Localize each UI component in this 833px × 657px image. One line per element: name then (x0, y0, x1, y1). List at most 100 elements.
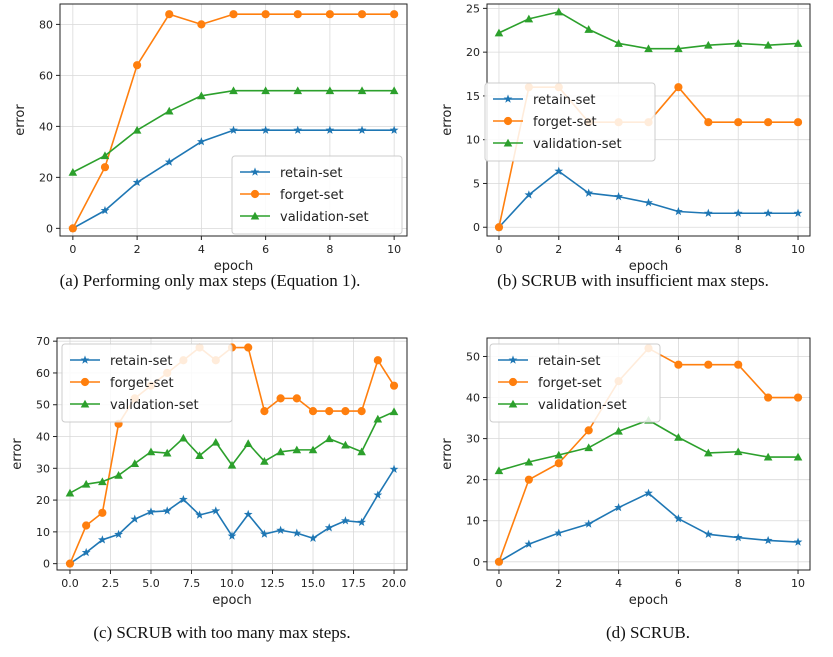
y-tick-label: 5 (473, 177, 480, 190)
data-point-retain-set (614, 192, 623, 201)
legend-label: retain-set (538, 354, 601, 369)
y-tick-label: 15 (466, 90, 480, 103)
series-forget-set (68, 10, 399, 233)
legend-label: validation-set (280, 210, 369, 225)
data-point-validation-set (211, 437, 221, 446)
data-point-retain-set (130, 514, 140, 523)
data-point-forget-set (325, 406, 334, 416)
data-point-forget-set (674, 83, 683, 92)
series-retain-set (494, 166, 803, 231)
x-tick-label: 10 (791, 243, 805, 256)
data-point-retain-set (614, 502, 623, 512)
y-tick-label: 50 (466, 350, 480, 363)
data-point-retain-set (524, 539, 534, 548)
series-line-validation-set (498, 419, 799, 472)
data-point-forget-set (100, 163, 110, 172)
x-tick-label: 12.5 (260, 577, 285, 590)
y-tick-label: 0 (46, 222, 53, 235)
data-point-forget-set (165, 10, 174, 19)
legend-marker (503, 94, 513, 103)
data-point-validation-set (260, 457, 269, 465)
data-point-forget-set (68, 224, 77, 233)
data-point-retain-set (644, 198, 653, 207)
x-tick-label: 10.0 (220, 577, 245, 590)
x-axis-label: epoch (212, 593, 252, 608)
data-point-retain-set (341, 516, 350, 525)
data-point-validation-set (614, 426, 623, 435)
data-point-validation-set (357, 86, 367, 95)
data-point-forget-set (734, 118, 743, 127)
legend-marker (80, 355, 90, 364)
data-point-validation-set (793, 39, 803, 47)
data-point-retain-set (584, 519, 594, 528)
legend-box (489, 343, 661, 423)
series-line-validation-set (498, 11, 799, 50)
y-tick-label: 20 (466, 474, 480, 487)
data-point-retain-set (674, 206, 683, 216)
data-point-validation-set (229, 86, 238, 95)
data-point-retain-set (325, 125, 335, 134)
legend-label: retain-set (110, 354, 173, 369)
data-point-forget-set (793, 393, 803, 402)
legend: retain-set forget-set validation-set (231, 155, 403, 235)
data-point-validation-set (81, 479, 91, 488)
data-point-retain-set (261, 125, 270, 134)
data-point-validation-set (674, 44, 683, 53)
data-point-validation-set (146, 447, 156, 456)
data-point-forget-set (82, 521, 91, 530)
data-point-retain-set (763, 208, 773, 217)
data-point-retain-set (793, 208, 803, 217)
data-point-validation-set (644, 44, 653, 53)
data-point-forget-set (734, 360, 743, 369)
y-tick-label: 30 (36, 462, 50, 475)
data-point-validation-set (132, 125, 142, 134)
panel-caption: (d) SCRUB. (606, 623, 690, 642)
legend: retain-set forget-set validation-set (484, 82, 656, 162)
data-point-retain-set (229, 125, 238, 134)
data-point-retain-set (763, 535, 773, 545)
data-point-forget-set (133, 61, 142, 70)
data-point-forget-set (494, 223, 504, 232)
legend-marker (508, 399, 518, 408)
legend-marker (508, 355, 518, 364)
data-point-forget-set (764, 118, 773, 127)
x-tick-label: 6 (675, 243, 682, 256)
data-point-forget-set (764, 393, 773, 402)
data-point-validation-set (733, 39, 743, 47)
data-point-forget-set (793, 118, 803, 127)
x-tick-label: 8 (326, 243, 333, 256)
data-point-retain-set (703, 529, 713, 538)
data-point-retain-set (195, 510, 204, 519)
legend-label: forget-set (280, 188, 344, 203)
y-tick-label: 20 (39, 171, 53, 184)
y-tick-label: 0 (473, 556, 480, 569)
legend-marker (250, 189, 260, 199)
data-point-validation-set (524, 14, 534, 23)
data-point-retain-set (308, 533, 318, 542)
data-point-retain-set (703, 208, 713, 217)
x-tick-label: 17.5 (341, 577, 366, 590)
data-point-retain-set (114, 529, 123, 539)
legend-label: validation-set (533, 137, 622, 152)
y-tick-label: 0 (473, 221, 480, 234)
x-tick-label: 4 (615, 577, 622, 590)
data-point-retain-set (98, 535, 107, 544)
legend-marker (250, 167, 260, 176)
legend: retain-set forget-set validation-set (61, 343, 233, 423)
data-point-retain-set (146, 507, 156, 516)
data-point-validation-set (68, 167, 78, 176)
y-tick-label: 40 (466, 392, 480, 405)
axes-frame (486, 337, 811, 571)
data-point-retain-set (733, 532, 743, 542)
series-retain-set (494, 488, 803, 566)
data-point-retain-set (260, 529, 269, 538)
data-point-validation-set (65, 488, 75, 497)
y-tick-label: 60 (39, 69, 53, 82)
x-axis-label: epoch (214, 259, 254, 274)
x-tick-label: 0 (69, 243, 76, 256)
data-point-forget-set (357, 10, 367, 19)
data-point-validation-set (114, 470, 123, 479)
y-tick-label: 10 (466, 515, 480, 528)
legend-label: forget-set (538, 376, 602, 391)
y-tick-label: 30 (466, 433, 480, 446)
